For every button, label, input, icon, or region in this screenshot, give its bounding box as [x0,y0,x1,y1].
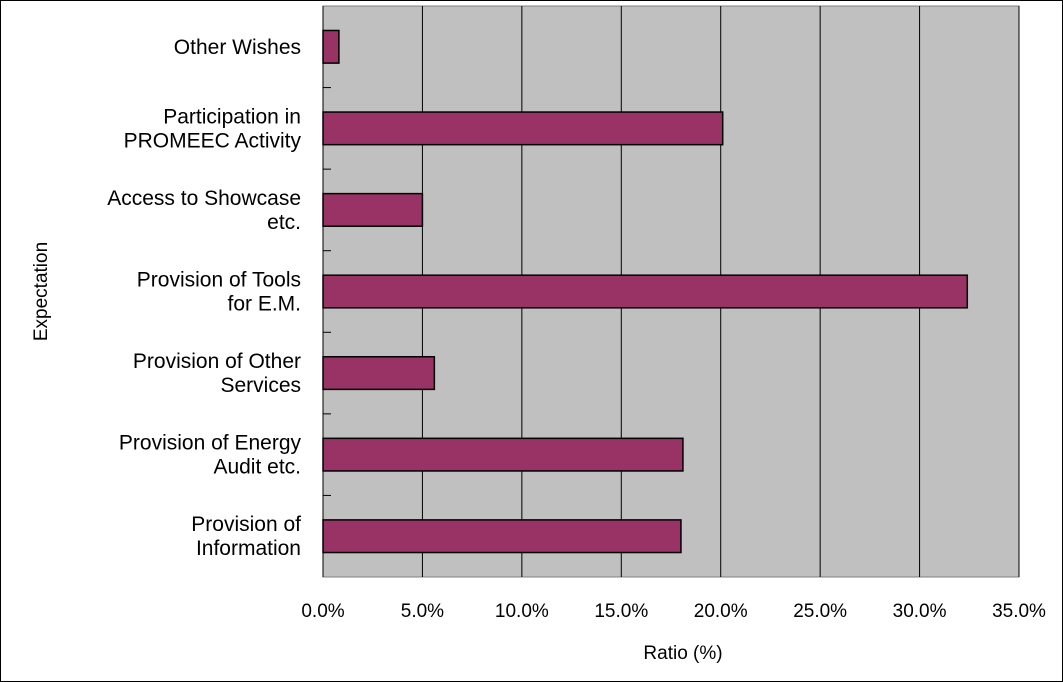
category-label: Provision of Information [191,513,301,560]
bar [322,111,724,146]
x-tick-label: 25.0% [793,601,847,622]
x-tick-labels: 0.0% 5.0% 10.0% 15.0% 20.0% 25.0% 30.0% 35.0% [301,601,1046,622]
x-tick-label: 35.0% [992,601,1046,622]
y-axis-ticks [323,87,331,496]
category-label: Other Wishes [174,36,301,59]
x-tick-label: 10.0% [495,601,549,622]
category-labels: Other Wishes Participation in PROMEEC Acti… [107,36,301,560]
bar [322,274,969,309]
bar [322,437,684,472]
category-label: Provision of Other Services [133,350,301,397]
category-label: Access to Showcase etc. [107,187,301,234]
y-axis-title: Expectation [31,242,52,341]
bar [322,519,682,554]
bar [322,192,424,227]
x-tick-label: 0.0% [301,601,344,622]
category-label: Participation in PROMEEC Activity [124,105,302,152]
x-axis-title: Ratio (%) [643,643,722,664]
bar [322,29,340,64]
category-label: Provision of Tools for E.M. [137,269,301,316]
category-label: Provision of Energy Audit etc. [119,432,302,479]
bars [322,29,969,554]
x-tick-label: 5.0% [401,601,444,622]
x-tick-label: 30.0% [893,601,947,622]
x-tick-label: 20.0% [694,601,748,622]
x-tick-label: 15.0% [594,601,648,622]
bar [322,356,436,391]
